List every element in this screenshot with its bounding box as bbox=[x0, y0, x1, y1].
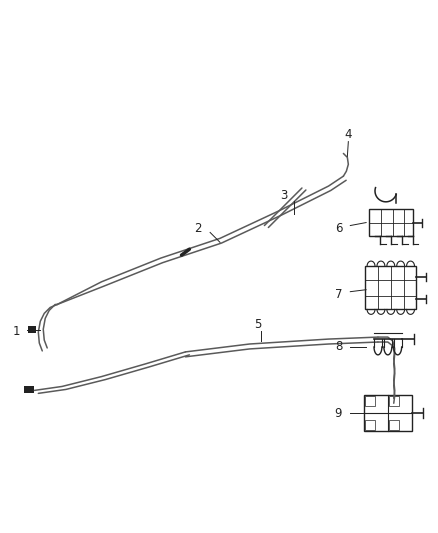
Text: 8: 8 bbox=[335, 341, 342, 353]
Bar bbox=[389, 397, 399, 406]
Bar bbox=[365, 420, 375, 430]
Text: 6: 6 bbox=[335, 222, 342, 235]
Bar bbox=[25, 386, 34, 393]
Text: 5: 5 bbox=[254, 318, 261, 331]
Bar bbox=[365, 397, 375, 406]
Bar bbox=[364, 395, 412, 431]
Text: 7: 7 bbox=[335, 288, 342, 301]
Text: 9: 9 bbox=[335, 407, 342, 419]
Text: 4: 4 bbox=[345, 128, 352, 141]
Text: 1: 1 bbox=[13, 325, 20, 338]
Text: 3: 3 bbox=[280, 189, 288, 203]
Bar bbox=[365, 266, 417, 310]
Bar bbox=[28, 326, 36, 333]
Text: 2: 2 bbox=[194, 222, 202, 235]
Bar bbox=[369, 209, 413, 237]
Bar bbox=[389, 420, 399, 430]
